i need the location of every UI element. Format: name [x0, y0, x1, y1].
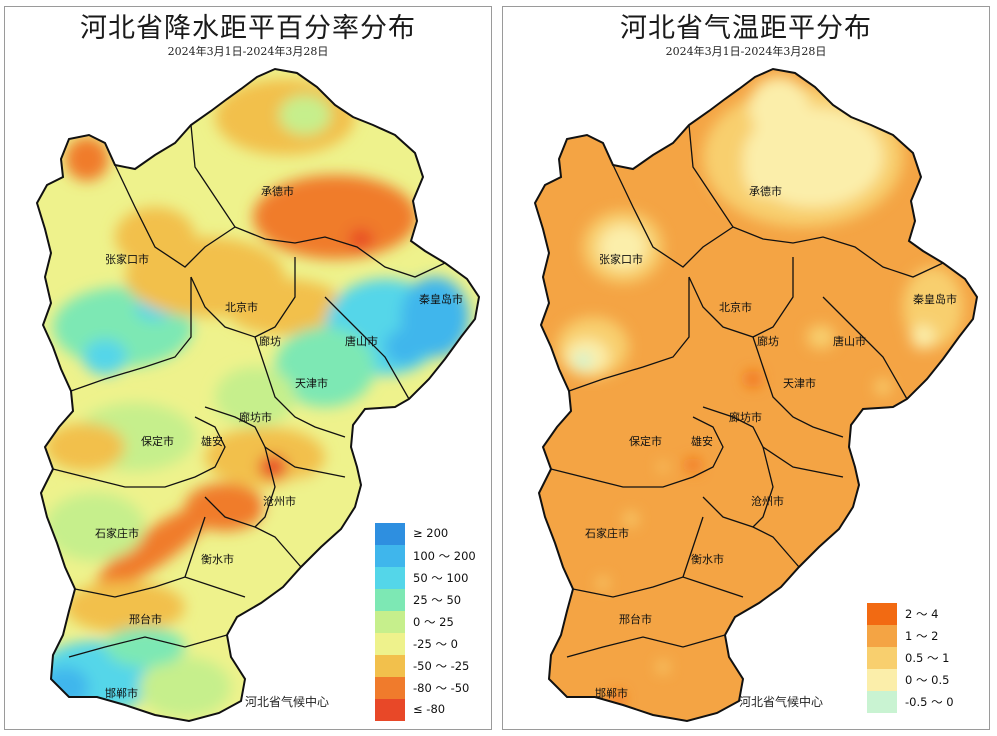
legend-item: -80 ～ -50 [375, 677, 495, 699]
legend-label: 1 ～ 2 [905, 629, 939, 643]
city-label-langfang: 廊坊市 [729, 410, 762, 424]
legend-label: 50 ～ 100 [413, 571, 469, 585]
city-label-cangzhou: 沧州市 [751, 494, 784, 508]
legend-swatch [867, 669, 897, 691]
legend-swatch [375, 633, 405, 655]
temperature-credit: 河北省气候中心 [739, 695, 824, 709]
legend-item: ≥ 200 [375, 523, 495, 545]
temperature-panel: 河北省气温距平分布 2024年3月1日-2024年3月28日 [502, 6, 990, 730]
precipitation-panel: 河北省降水距平百分率分布 2024年3月1日-2024年3月28日 [4, 6, 492, 730]
legend-item: 0 ～ 25 [375, 611, 495, 633]
legend-label: 0 ～ 0.5 [905, 673, 950, 687]
city-label-xingtai: 邢台市 [129, 612, 162, 626]
legend-label: -50 ～ -25 [413, 659, 470, 673]
city-label-zhangjiakou: 张家口市 [599, 252, 643, 266]
legend-swatch [375, 611, 405, 633]
city-label-qinhuangdao: 秦皇岛市 [913, 292, 957, 306]
legend-label: -80 ～ -50 [413, 681, 470, 695]
legend-swatch [375, 567, 405, 589]
city-label-handan: 邯郸市 [595, 686, 628, 700]
legend-label: ≥ 200 [413, 526, 449, 540]
city-label-baoding: 保定市 [141, 434, 174, 448]
legend-item: 100 ～ 200 [375, 545, 495, 567]
temperature-subtitle: 2024年3月1日-2024年3月28日 [665, 45, 827, 58]
legend-swatch [375, 699, 405, 721]
legend-swatch [867, 625, 897, 647]
city-label-baoding: 保定市 [629, 434, 662, 448]
city-label-tianjin: 天津市 [783, 376, 816, 390]
city-label-langfang-north: 廊坊 [259, 334, 281, 348]
legend-item: 2 ～ 4 [867, 603, 987, 625]
city-label-hengshui: 衡水市 [691, 552, 724, 566]
legend-item: 25 ～ 50 [375, 589, 495, 611]
legend-label: ≤ -80 [413, 702, 446, 716]
legend-swatch [375, 677, 405, 699]
legend-label: 100 ～ 200 [413, 549, 476, 563]
temperature-title: 河北省气温距平分布 [620, 13, 872, 44]
city-label-hengshui: 衡水市 [201, 552, 234, 566]
legend-item: -0.5 ～ 0 [867, 691, 987, 713]
legend-label: -25 ～ 0 [413, 637, 458, 651]
legend-swatch [375, 523, 405, 545]
city-label-tianjin: 天津市 [295, 376, 328, 390]
legend-item: -25 ～ 0 [375, 633, 495, 655]
legend-label: 2 ～ 4 [905, 607, 939, 621]
precipitation-title: 河北省降水距平百分率分布 [80, 13, 416, 44]
legend-item: -50 ～ -25 [375, 655, 495, 677]
legend-label: -0.5 ～ 0 [905, 695, 954, 709]
legend-item: ≤ -80 [375, 699, 495, 721]
precipitation-credit: 河北省气候中心 [245, 695, 330, 709]
city-label-xiongan: 雄安 [201, 434, 223, 448]
legend-swatch [867, 603, 897, 625]
city-label-langfang: 廊坊市 [239, 410, 272, 424]
legend-label: 25 ～ 50 [413, 593, 462, 607]
legend-swatch [375, 655, 405, 677]
city-label-qinhuangdao: 秦皇岛市 [419, 292, 463, 306]
legend-item: 50 ～ 100 [375, 567, 495, 589]
city-label-handan: 邯郸市 [105, 686, 138, 700]
city-label-chengde: 承德市 [261, 184, 294, 198]
legend-swatch [867, 691, 897, 713]
city-label-beijing: 北京市 [719, 300, 752, 314]
legend-swatch [375, 589, 405, 611]
temperature-map: 承德市 张家口市 北京市 廊坊 秦皇岛市 唐山市 天津市 廊坊市 保定市 雄安 … [534, 68, 978, 722]
city-label-tangshan: 唐山市 [345, 334, 378, 348]
city-label-chengde: 承德市 [749, 184, 782, 198]
city-label-shijiazhuang: 石家庄市 [95, 526, 139, 540]
precipitation-subtitle: 2024年3月1日-2024年3月28日 [167, 45, 329, 58]
city-label-shijiazhuang: 石家庄市 [585, 526, 629, 540]
city-label-xingtai: 邢台市 [619, 612, 652, 626]
city-label-tangshan: 唐山市 [833, 334, 866, 348]
precipitation-map: 承德市 张家口市 北京市 廊坊 秦皇岛市 唐山市 天津市 廊坊市 保定市 雄安 … [36, 68, 480, 722]
legend-label: 0.5 ～ 1 [905, 651, 950, 665]
city-label-zhangjiakou: 张家口市 [105, 252, 149, 266]
city-label-beijing: 北京市 [225, 300, 258, 314]
legend-swatch [375, 545, 405, 567]
legend-swatch [867, 647, 897, 669]
legend-item: 0 ～ 0.5 [867, 669, 987, 691]
city-label-xiongan: 雄安 [691, 434, 713, 448]
legend-item: 0.5 ～ 1 [867, 647, 987, 669]
city-label-cangzhou: 沧州市 [263, 494, 296, 508]
city-label-langfang-north: 廊坊 [757, 334, 779, 348]
legend-item: 1 ～ 2 [867, 625, 987, 647]
legend-label: 0 ～ 25 [413, 615, 454, 629]
